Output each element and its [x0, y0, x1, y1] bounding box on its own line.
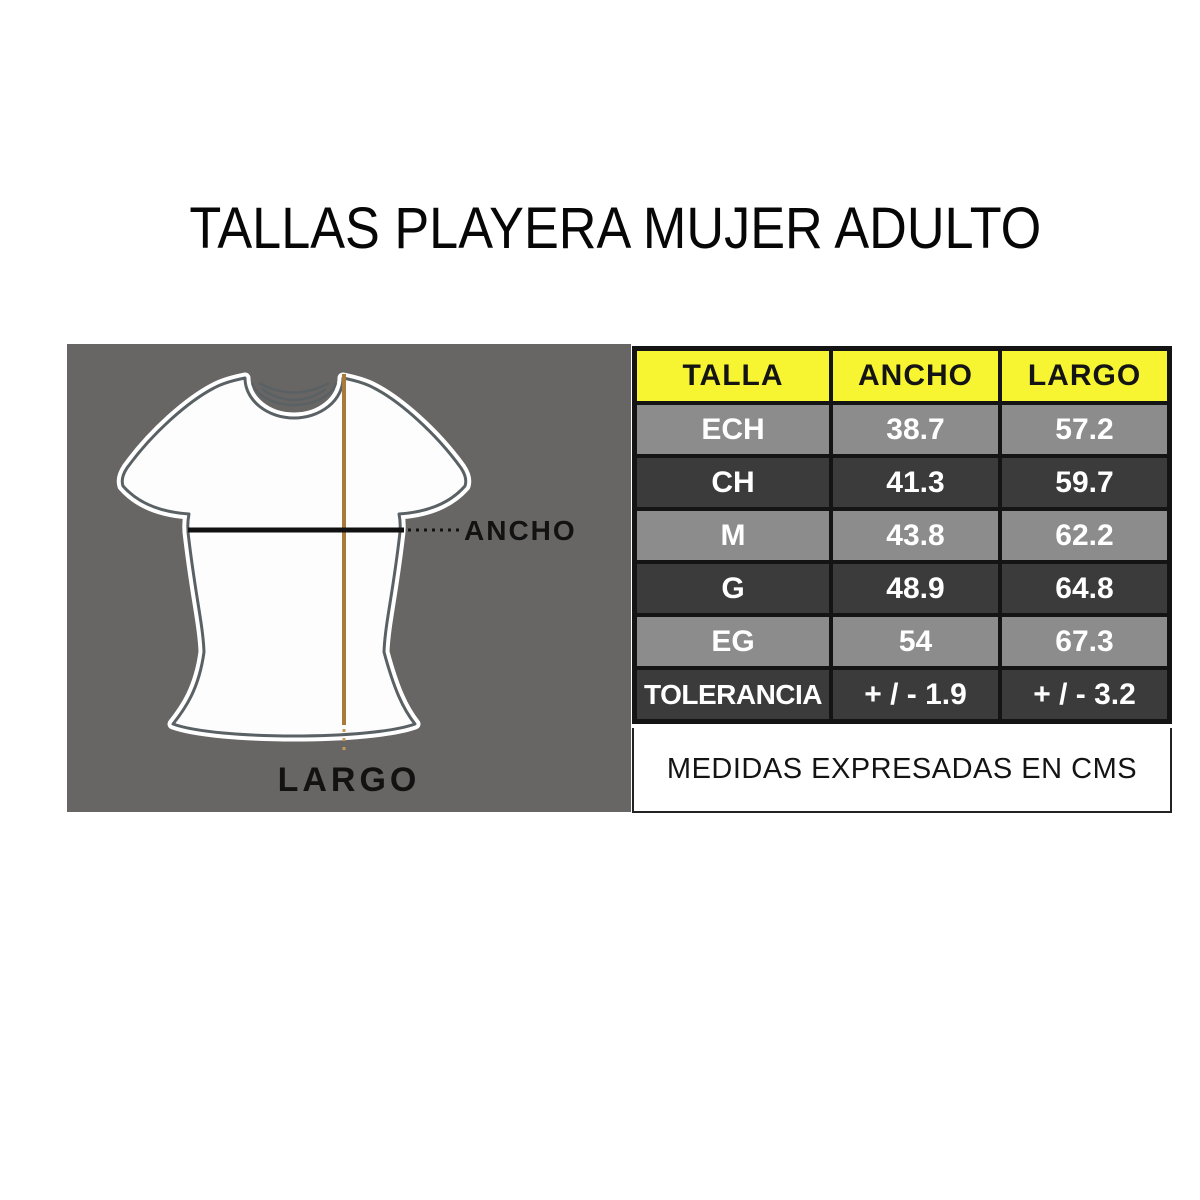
row-m-talla: M [637, 511, 829, 560]
collar-back-arc-1 [258, 381, 330, 394]
row-ch-talla: CH [637, 458, 829, 507]
row-eg-talla: EG [637, 617, 829, 666]
row-eg-largo: 67.3 [1002, 617, 1167, 666]
row-tolerancia-ancho: + / - 1.9 [833, 670, 998, 719]
page-title: TALLAS PLAYERA MUJER ADULTO [15, 198, 1200, 260]
row-ch-largo: 59.7 [1002, 458, 1167, 507]
row-g-largo: 64.8 [1002, 564, 1167, 613]
units-note-text: MEDIDAS EXPRESADAS EN CMS [666, 753, 1138, 785]
row-tolerancia-talla: TOLERANCIA [637, 670, 829, 719]
row-ech-talla: ECH [637, 405, 829, 454]
row-m-ancho: 43.8 [833, 511, 998, 560]
row-ech-ancho: 38.7 [833, 405, 998, 454]
row-g-talla: G [637, 564, 829, 613]
row-g-ancho: 48.9 [833, 564, 998, 613]
shirt-diagram: ANCHO LARGO [116, 372, 577, 799]
units-note: MEDIDAS EXPRESADAS EN CMS [632, 728, 1172, 813]
largo-label: LARGO [278, 761, 421, 799]
shirt-diagram-panel: ANCHO LARGO [67, 344, 631, 812]
row-eg-ancho: 54 [833, 617, 998, 666]
row-ch-ancho: 41.3 [833, 458, 998, 507]
row-ech-largo: 57.2 [1002, 405, 1167, 454]
row-m-largo: 62.2 [1002, 511, 1167, 560]
ancho-label: ANCHO [464, 515, 577, 546]
header-cell-largo: LARGO [1002, 351, 1167, 401]
shirt-outline [120, 376, 468, 738]
header-cell-talla: TALLA [637, 351, 829, 401]
row-tolerancia-largo: + / - 3.2 [1002, 670, 1167, 719]
collar-band [250, 382, 338, 407]
collar-back-arc-2 [261, 387, 327, 402]
page-title-text: TALLAS PLAYERA MUJER ADULTO [189, 196, 1041, 261]
size-table-grid: TALLA ANCHO LARGO ECH 38.7 57.2 CH 41.3 … [632, 346, 1172, 724]
size-table: TALLA ANCHO LARGO ECH 38.7 57.2 CH 41.3 … [632, 346, 1172, 724]
header-cell-ancho: ANCHO [833, 351, 998, 401]
